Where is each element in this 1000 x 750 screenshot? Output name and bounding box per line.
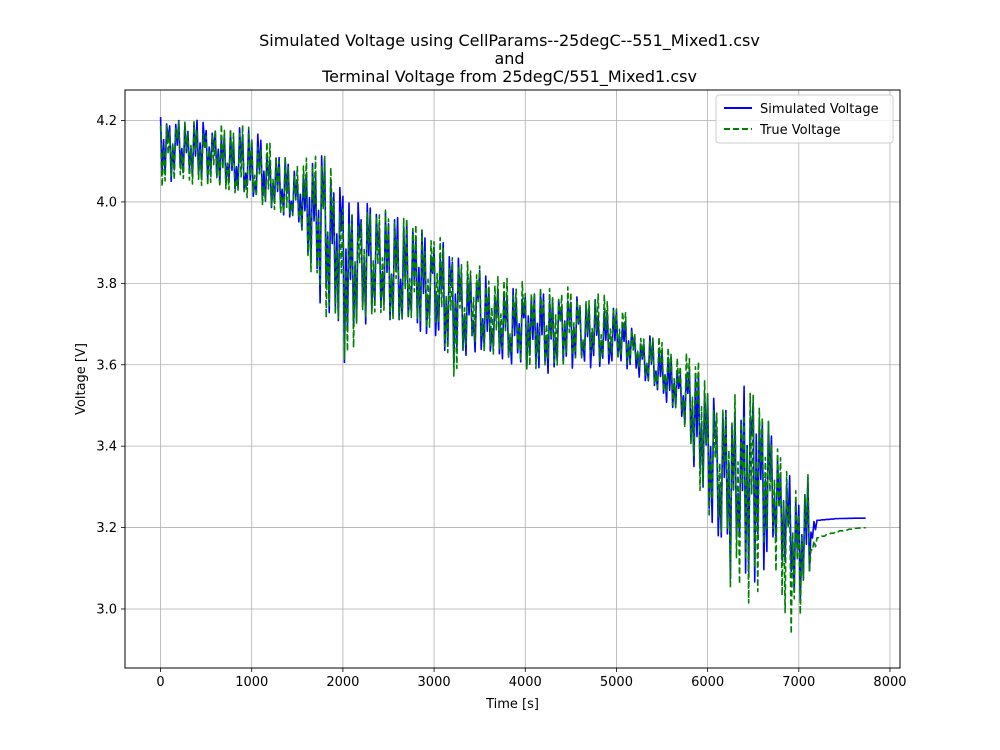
series-line-true-voltage bbox=[159, 120, 866, 635]
x-tick-label: 8000 bbox=[873, 675, 906, 690]
legend-label-simulated: Simulated Voltage bbox=[760, 102, 879, 117]
y-tick-label: 4.0 bbox=[96, 195, 117, 210]
legend-label-true: True Voltage bbox=[759, 123, 841, 138]
chart-title-line-3: Terminal Voltage from 25degC/551_Mixed1.… bbox=[321, 67, 697, 87]
x-axis-label: Time [s] bbox=[485, 697, 539, 712]
x-tick-label: 1000 bbox=[235, 675, 268, 690]
y-tick-label: 3.0 bbox=[96, 602, 117, 617]
x-tick-label: 6000 bbox=[691, 675, 724, 690]
y-tick-label: 3.8 bbox=[96, 277, 117, 292]
x-tick-label: 4000 bbox=[509, 675, 542, 690]
x-tick-label: 0 bbox=[156, 675, 164, 690]
y-tick-label: 4.2 bbox=[96, 114, 117, 129]
x-tick-label: 7000 bbox=[782, 675, 815, 690]
chart-title-line-2: and bbox=[494, 49, 524, 68]
plot-series bbox=[159, 117, 866, 635]
x-tick-label: 3000 bbox=[418, 675, 451, 690]
plot-frame bbox=[124, 89, 901, 669]
y-tick-label: 3.2 bbox=[96, 521, 117, 536]
chart-title-line-1: Simulated Voltage using CellParams--25de… bbox=[259, 31, 760, 51]
x-tick-label: 5000 bbox=[600, 675, 633, 690]
y-tick-label: 3.4 bbox=[96, 440, 117, 455]
y-axis-label: Voltage [V] bbox=[74, 343, 89, 415]
legend: Simulated Voltage True Voltage bbox=[715, 94, 894, 144]
axis-ticks: 0 1000 2000 3000 4000 5000 6000 7000 8000 3.0 3.2 3… bbox=[96, 114, 906, 690]
x-tick-label: 2000 bbox=[326, 675, 359, 690]
y-tick-label: 3.6 bbox=[96, 358, 117, 373]
legend-box bbox=[715, 94, 894, 144]
grid bbox=[125, 90, 900, 668]
